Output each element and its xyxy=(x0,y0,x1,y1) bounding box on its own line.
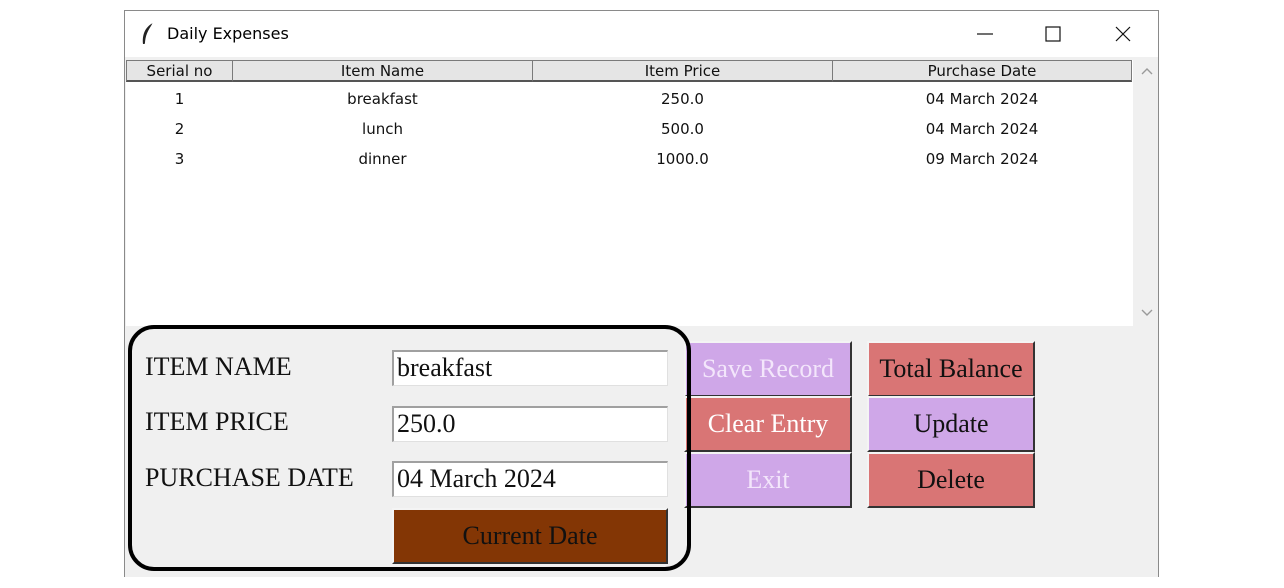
item-name-label: ITEM NAME xyxy=(145,352,292,381)
item-price-label: ITEM PRICE xyxy=(145,407,289,436)
table-header: Serial no Item Name Item Price Purchase … xyxy=(126,60,1132,84)
save-record-button[interactable]: Save Record xyxy=(684,341,852,397)
clear-entry-button[interactable]: Clear Entry xyxy=(684,396,852,452)
exit-button[interactable]: Exit xyxy=(684,452,852,508)
cell-item-price: 500.0 xyxy=(661,120,704,138)
minimize-icon xyxy=(977,33,993,35)
cell-item-name: dinner xyxy=(358,150,407,168)
cell-item-name: breakfast xyxy=(347,90,418,108)
table-row[interactable]: 1 breakfast 250.0 04 March 2024 xyxy=(126,84,1132,114)
column-header-serial-no[interactable]: Serial no xyxy=(126,60,233,82)
cell-item-price: 1000.0 xyxy=(656,150,709,168)
update-button[interactable]: Update xyxy=(867,396,1035,452)
close-icon xyxy=(1115,26,1131,42)
item-price-input[interactable]: 250.0 xyxy=(392,406,668,442)
column-header-item-price[interactable]: Item Price xyxy=(532,60,833,82)
purchase-date-input[interactable]: 04 March 2024 xyxy=(392,461,668,497)
scroll-up-icon[interactable] xyxy=(1141,66,1153,76)
table-row[interactable]: 2 lunch 500.0 04 March 2024 xyxy=(126,114,1132,144)
column-header-item-name[interactable]: Item Name xyxy=(232,60,533,82)
cell-item-name: lunch xyxy=(362,120,403,138)
feather-icon xyxy=(142,22,154,45)
cell-serial-no: 1 xyxy=(174,90,185,108)
cell-purchase-date: 09 March 2024 xyxy=(925,150,1039,168)
item-name-input[interactable]: breakfast xyxy=(392,350,668,386)
maximize-button[interactable] xyxy=(1019,11,1087,57)
column-header-purchase-date[interactable]: Purchase Date xyxy=(832,60,1132,82)
total-balance-button[interactable]: Total Balance xyxy=(867,341,1035,397)
minimize-button[interactable] xyxy=(951,11,1019,57)
close-button[interactable] xyxy=(1089,11,1157,57)
cell-purchase-date: 04 March 2024 xyxy=(925,120,1039,138)
current-date-button[interactable]: Current Date xyxy=(392,508,668,564)
expenses-table[interactable]: Serial no Item Name Item Price Purchase … xyxy=(126,60,1134,326)
window-title: Daily Expenses xyxy=(167,24,289,43)
maximize-icon xyxy=(1045,26,1061,42)
cell-serial-no: 3 xyxy=(174,150,185,168)
cell-purchase-date: 04 March 2024 xyxy=(925,90,1039,108)
purchase-date-label: PURCHASE DATE xyxy=(145,463,354,492)
cell-item-price: 250.0 xyxy=(661,90,704,108)
table-row[interactable]: 3 dinner 1000.0 09 March 2024 xyxy=(126,144,1132,174)
scroll-down-icon[interactable] xyxy=(1141,308,1153,318)
app-window: Daily Expenses Serial no Item Name Item … xyxy=(124,10,1159,577)
table-scrollbar[interactable] xyxy=(1133,60,1158,326)
delete-button[interactable]: Delete xyxy=(867,452,1035,508)
cell-serial-no: 2 xyxy=(174,120,185,138)
title-bar[interactable]: Daily Expenses xyxy=(125,11,1158,57)
